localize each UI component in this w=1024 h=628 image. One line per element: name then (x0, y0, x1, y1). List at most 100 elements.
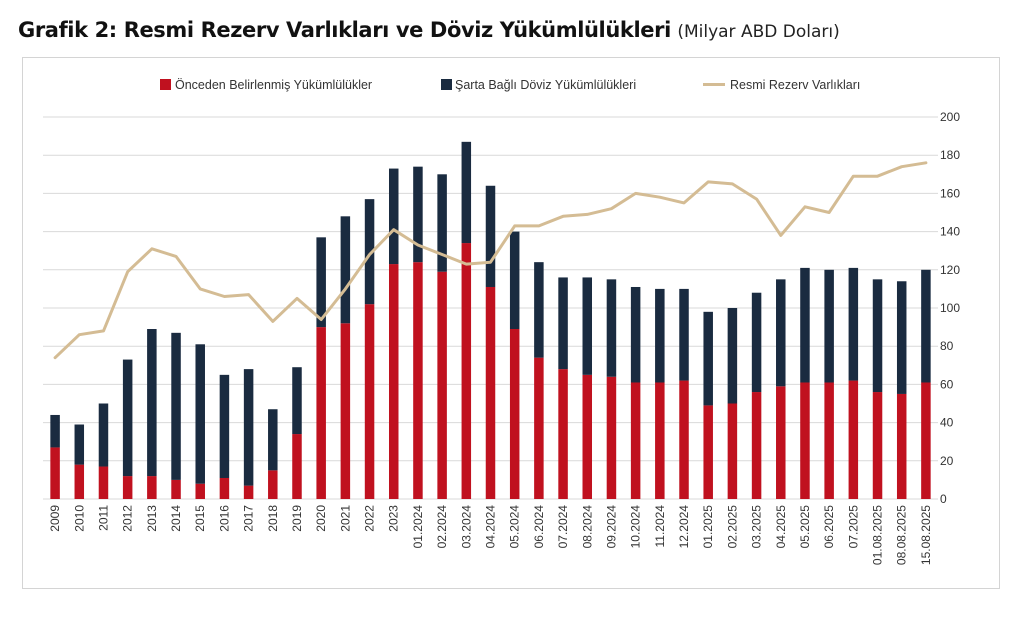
bar-predetermined (413, 262, 423, 499)
point-reserves (271, 320, 274, 323)
x-tick-label: 04.2025 (774, 505, 788, 549)
point-reserves (223, 295, 226, 298)
bar-contingent (896, 281, 907, 394)
bar-contingent (340, 216, 351, 324)
bar-predetermined (147, 476, 157, 499)
bar-predetermined (679, 380, 689, 499)
bar-contingent (872, 279, 883, 393)
point-reserves (803, 205, 807, 208)
bar-contingent (800, 267, 810, 383)
x-tick-label: 08.2024 (580, 505, 594, 549)
legend-label: Önceden Belirlenmiş Yükümlülükler (175, 78, 372, 92)
bar-predetermined (292, 434, 302, 499)
point-reserves (900, 165, 903, 168)
point-reserves (199, 287, 202, 291)
bar-predetermined (50, 447, 60, 499)
bar-predetermined (534, 357, 544, 499)
chart-title: Grafik 2: Resmi Rezerv Varlıkları ve Döv… (18, 18, 671, 42)
x-tick-label: 02.2024 (435, 505, 449, 549)
bar-predetermined (340, 323, 351, 499)
point-reserves (586, 213, 589, 216)
x-tick-label: 01.2025 (701, 505, 715, 549)
point-reserves (489, 260, 492, 264)
point-reserves (368, 253, 371, 256)
legend-label: Şarta Bağlı Döviz Yükümlülükleri (455, 78, 636, 92)
x-tick-label: 03.2025 (750, 505, 764, 549)
point-reserves (682, 201, 686, 205)
bar-contingent (74, 424, 85, 465)
x-tick-label: 2023 (387, 505, 401, 532)
point-reserves (78, 333, 81, 336)
y-tick-label: 120 (940, 263, 960, 277)
chart-title-row: Grafik 2: Resmi Rezerv Varlıkları ve Döv… (18, 18, 840, 42)
x-tick-label: 12.2024 (677, 505, 691, 549)
chart-frame: 0 20 40 60 80 100 120 140 160 180 200 2009 2010 2011 2… (22, 57, 1000, 589)
x-tick-label: 2021 (338, 505, 352, 532)
bar-contingent (388, 168, 399, 265)
x-tick-label: 2015 (193, 505, 207, 532)
x-tick-label: 01.08.2025 (871, 505, 885, 565)
bar-predetermined (655, 382, 665, 499)
point-reserves (416, 243, 420, 247)
x-tick-label: 2011 (96, 505, 110, 531)
x-tick-label: 2009 (48, 505, 62, 532)
bar-contingent (437, 174, 447, 272)
bar-contingent (243, 369, 254, 486)
bar-predetermined (582, 374, 593, 499)
bar-contingent (461, 141, 472, 244)
legend-swatch-contingent (441, 79, 452, 90)
bar-predetermined (437, 271, 447, 499)
bar-contingent (630, 286, 641, 383)
bar-predetermined (509, 329, 520, 499)
x-tick-label: 02.2025 (725, 505, 739, 549)
point-reserves (174, 255, 178, 258)
bar-contingent (848, 267, 859, 381)
chart-subtitle: (Milyar ABD Doları) (677, 22, 840, 42)
y-tick-label: 100 (940, 301, 960, 315)
bar-contingent (98, 403, 109, 467)
x-tick-label: 2020 (314, 505, 328, 532)
x-tick-label: 05.2025 (798, 505, 812, 549)
bar-contingent (292, 367, 302, 435)
bar-predetermined (896, 393, 907, 499)
x-tick-label: 10.2024 (629, 505, 643, 549)
bar-predetermined (461, 243, 472, 499)
bar-predetermined (776, 386, 786, 499)
bar-contingent (534, 262, 544, 358)
y-tick-label: 60 (940, 377, 954, 391)
point-reserves (779, 234, 782, 237)
y-tick-label: 160 (940, 186, 960, 200)
point-reserves (827, 211, 831, 214)
x-tick-label: 2019 (290, 505, 304, 532)
y-tick-label: 140 (940, 225, 960, 239)
bar-predetermined (388, 264, 399, 499)
point-reserves (561, 215, 565, 218)
y-tick-label: 40 (940, 416, 954, 430)
x-tick-label: 07.2025 (846, 505, 860, 549)
x-tick-label: 2018 (266, 505, 280, 532)
bar-predetermined (219, 477, 230, 499)
point-reserves (295, 297, 299, 300)
y-tick-label: 0 (940, 492, 947, 506)
point-reserves (319, 318, 323, 321)
point-reserves (344, 287, 347, 291)
y-tick-label: 20 (940, 454, 954, 468)
bar-predetermined (921, 382, 931, 499)
bar-predetermined (485, 286, 496, 499)
bar-predetermined (122, 476, 133, 499)
point-reserves (610, 207, 613, 210)
x-tick-label: 09.2024 (604, 505, 618, 549)
bar-predetermined (630, 382, 641, 499)
x-tick-label: 11.2024 (653, 505, 667, 548)
x-tick-label: 2013 (145, 505, 159, 532)
bar-contingent (582, 277, 593, 375)
x-tick-label: 07.2024 (556, 505, 570, 549)
bar-predetermined (195, 483, 205, 499)
point-reserves (755, 197, 758, 201)
bar-predetermined (171, 479, 181, 499)
bar-contingent (509, 231, 520, 330)
point-reserves (247, 293, 250, 296)
bar-contingent (219, 374, 230, 478)
point-reserves (658, 196, 662, 199)
bar-predetermined (316, 327, 326, 499)
